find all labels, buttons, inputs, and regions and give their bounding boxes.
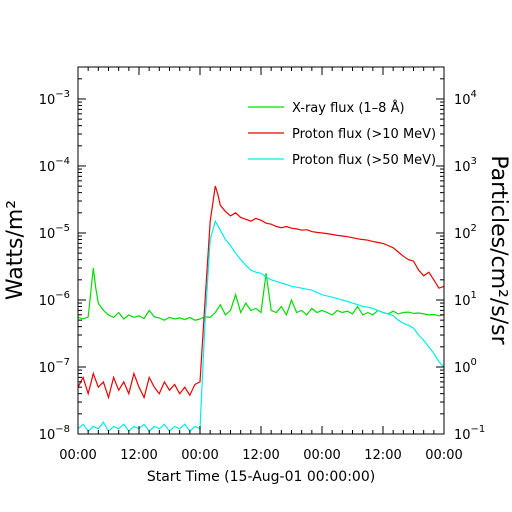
x-tick-label: 12:00 bbox=[364, 448, 401, 463]
legend-label: X-ray flux (1–8 Å) bbox=[292, 100, 405, 116]
x-tick-label: 00:00 bbox=[181, 448, 218, 463]
right-y-tick-label: 10−1 bbox=[454, 424, 485, 443]
x-tick-label: 00:00 bbox=[425, 448, 462, 463]
x-axis: 00:00 12:00 00:00 12:00 00:00 12:00 00:00 bbox=[59, 67, 463, 463]
left-y-tick-label: 10−3 bbox=[39, 89, 70, 108]
x-tick-label: 12:00 bbox=[120, 448, 157, 463]
left-y-tick-label: 10−8 bbox=[39, 424, 70, 443]
legend: X-ray flux (1–8 Å) Proton flux (>10 MeV) P… bbox=[248, 100, 436, 168]
series-line-2 bbox=[78, 185, 444, 400]
y-axis-right-title: Particles/cm²/s/sr bbox=[486, 155, 511, 345]
x-tick-label: 12:00 bbox=[242, 448, 279, 463]
left-y-tick-label: 10−4 bbox=[39, 156, 70, 175]
x-axis-title: Start Time (15-Aug-01 00:00:00) bbox=[147, 469, 375, 485]
right-y-tick-label: 100 bbox=[454, 357, 477, 376]
left-y-tick-label: 10−5 bbox=[39, 223, 70, 242]
right-y-tick-label: 104 bbox=[454, 89, 477, 108]
y-axis-left-title: Watts/m² bbox=[3, 200, 28, 300]
left-y-tick-label: 10−7 bbox=[39, 357, 70, 376]
y-axis-left: 10−8 10−7 10−6 10−5 10−4 10−3 bbox=[39, 66, 86, 443]
right-y-tick-label: 102 bbox=[454, 223, 477, 242]
x-tick-label: 00:00 bbox=[59, 448, 96, 463]
right-y-tick-label: 101 bbox=[454, 290, 477, 309]
legend-label: Proton flux (>50 MeV) bbox=[292, 153, 436, 168]
right-y-tick-label: 103 bbox=[454, 156, 477, 175]
y-axis-right: 10−1 100 101 102 103 104 bbox=[436, 66, 485, 443]
left-y-tick-label: 10−6 bbox=[39, 290, 70, 309]
legend-label: Proton flux (>10 MeV) bbox=[292, 127, 436, 142]
x-tick-label: 00:00 bbox=[303, 448, 340, 463]
